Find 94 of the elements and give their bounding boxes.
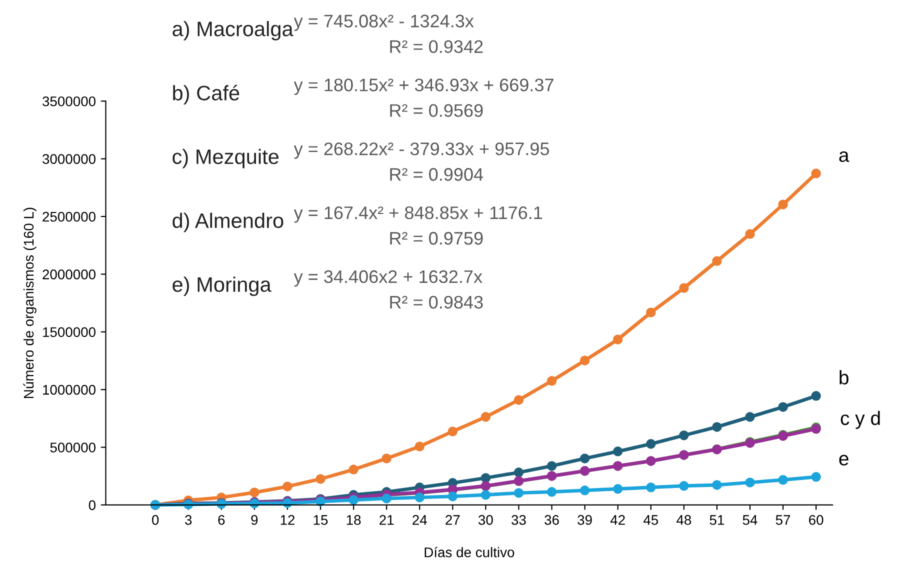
point (612, 446, 623, 456)
point (811, 168, 821, 178)
y-tick-label: 0 (88, 500, 96, 510)
annotation: e) Moringa (172, 276, 272, 296)
point (778, 475, 788, 485)
x-tick-label: 15 (314, 515, 328, 525)
y-tick-label: 3500000 (42, 96, 96, 106)
annotation: b) Café (173, 84, 240, 105)
x-tick-label: 24 (412, 515, 427, 525)
point (811, 391, 821, 401)
x-tick-label: 36 (544, 515, 559, 525)
point (778, 402, 788, 412)
annotation: y = 268.22x² - 379.33x + 957.95 (294, 142, 550, 159)
point (382, 454, 392, 464)
x-tick-label: 21 (380, 515, 394, 525)
y-tick-label: 2000000 (42, 270, 96, 280)
point (514, 395, 524, 405)
x-tick-label: 0 (152, 515, 159, 525)
point (712, 422, 722, 432)
x-tick-label: 33 (512, 515, 526, 525)
y-tick-label: 1000000 (43, 384, 96, 395)
x-tick-label: 6 (218, 515, 225, 525)
text: y = 180.15x² + 346.93x + 669.37 (294, 78, 554, 95)
x-tick-label: 51 (710, 515, 724, 525)
point (480, 412, 491, 422)
y-tick-label: 1500000 (43, 327, 96, 338)
point (348, 495, 358, 505)
point (514, 488, 524, 498)
annotation: y = 167.4x² + 848.85x + 1176.1 (294, 206, 542, 223)
point (646, 439, 656, 449)
point (448, 426, 458, 436)
y-tick-label: 2500000 (42, 212, 96, 222)
series-label: a (839, 151, 850, 162)
point (414, 492, 424, 502)
x-tick-label: 57 (776, 515, 790, 525)
x-tick-label: 48 (676, 515, 692, 525)
x-tick-label: 27 (446, 515, 460, 525)
text: y = 745.08x² - 1324.3x (294, 14, 474, 32)
text: R² = 0.9342 (390, 40, 483, 54)
point (448, 492, 458, 502)
point (514, 468, 524, 478)
y-tick-label: 500000 (50, 442, 96, 452)
point (348, 464, 358, 474)
point (646, 308, 656, 318)
point (282, 482, 292, 492)
point (480, 473, 491, 483)
point (745, 229, 755, 239)
annotation: R² = 0.9759 (390, 232, 483, 245)
series-label: e (839, 454, 848, 466)
x-tick-label: 54 (742, 515, 758, 525)
point (679, 481, 689, 491)
point (811, 472, 821, 482)
annotation: d) Almendro (172, 212, 284, 232)
x-tick-label: 60 (809, 515, 824, 525)
point (414, 442, 424, 452)
point (612, 334, 623, 344)
point (745, 478, 755, 488)
point (316, 474, 326, 484)
annotation: c y d (840, 410, 880, 429)
point (382, 494, 392, 504)
y-tick-label: 3000000 (42, 154, 96, 164)
x-axis-title: Días de cultivo (424, 546, 514, 558)
annotation: R² = 0.9569 (390, 104, 483, 117)
point (546, 461, 557, 471)
series-label: b (840, 370, 848, 384)
annotation: R² = 0.9904 (390, 168, 484, 181)
x-tick-label: 3 (185, 515, 192, 525)
point (580, 486, 590, 496)
point (679, 283, 689, 293)
x-tick-label: 45 (643, 515, 658, 525)
point (580, 356, 590, 366)
point (480, 490, 491, 500)
y-axis-title: Número de organismos (160 L) (23, 208, 36, 398)
point (250, 488, 260, 498)
point (546, 376, 557, 386)
point (612, 484, 623, 494)
annotation: c) Mezquite (172, 148, 279, 168)
x-tick-label: 30 (478, 515, 493, 525)
point (712, 480, 722, 490)
x-tick-label: 12 (280, 515, 294, 525)
x-tick-label: 18 (346, 515, 361, 525)
annotation: y = 34.406x2 + 1632.7x (294, 270, 482, 287)
point (546, 487, 557, 497)
point (679, 430, 689, 440)
x-tick-label: 9 (251, 515, 258, 525)
point (580, 454, 590, 464)
point (646, 482, 656, 492)
x-tick-label: 39 (578, 515, 592, 525)
x-tick-label: 42 (610, 515, 625, 525)
point (745, 412, 755, 422)
point (778, 200, 788, 210)
point (712, 256, 722, 266)
annotation: R² = 0.9843 (390, 296, 483, 309)
text: a) Macroalga (172, 21, 294, 40)
